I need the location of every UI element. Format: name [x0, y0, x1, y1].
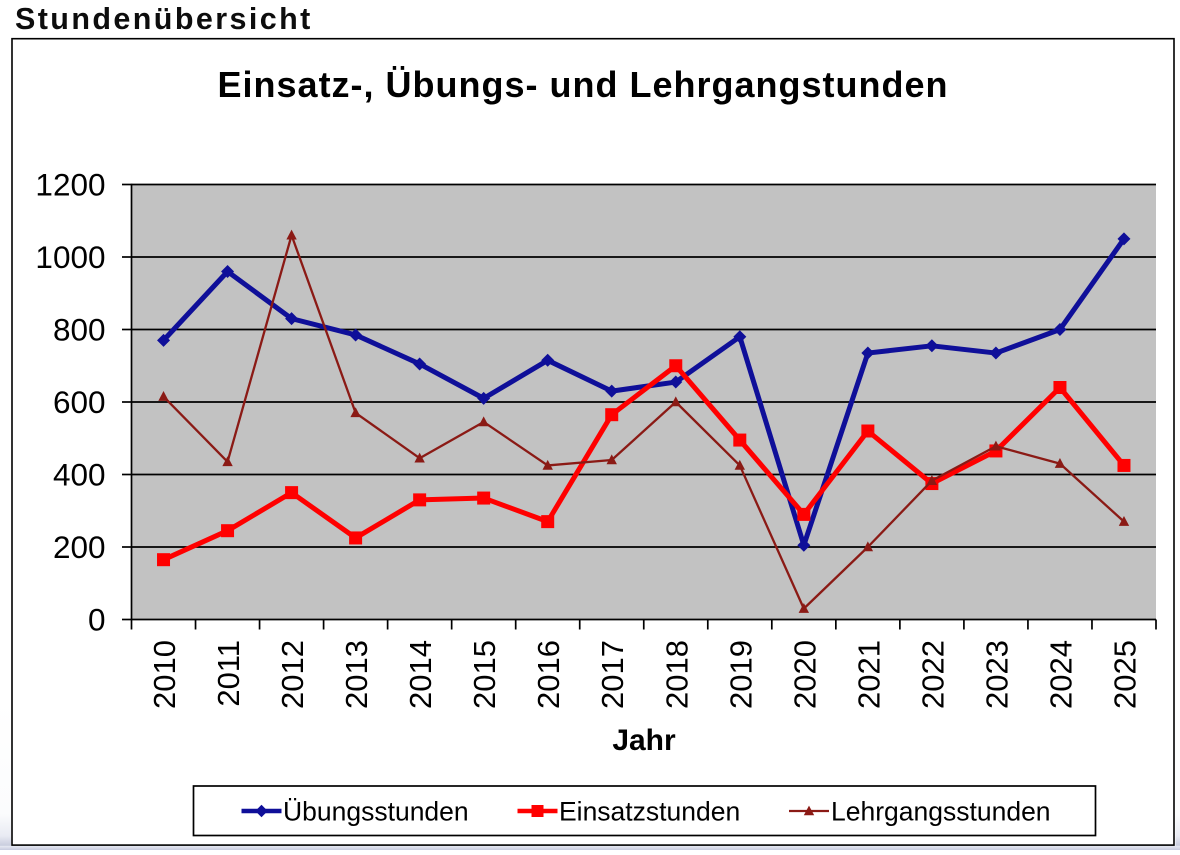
- svg-text:2012: 2012: [275, 640, 310, 709]
- svg-text:2025: 2025: [1107, 640, 1142, 709]
- svg-text:Übungsstunden: Übungsstunden: [283, 797, 469, 827]
- svg-text:2024: 2024: [1043, 640, 1078, 709]
- svg-text:2020: 2020: [787, 640, 822, 709]
- svg-text:Stundenübersicht: Stundenübersicht: [15, 2, 313, 36]
- svg-text:2011: 2011: [211, 640, 246, 707]
- svg-text:Lehrgangsstunden: Lehrgangsstunden: [831, 797, 1051, 827]
- svg-text:2022: 2022: [915, 640, 950, 709]
- svg-text:Jahr: Jahr: [612, 724, 676, 757]
- svg-text:400: 400: [53, 457, 106, 493]
- svg-text:2018: 2018: [659, 640, 694, 709]
- svg-text:2017: 2017: [595, 640, 630, 709]
- svg-text:2019: 2019: [723, 640, 758, 709]
- svg-text:Einsatz-, Übungs- und Lehrgang: Einsatz-, Übungs- und Lehrgangstunden: [218, 64, 949, 105]
- svg-text:800: 800: [53, 312, 106, 348]
- svg-text:2010: 2010: [147, 640, 182, 709]
- svg-text:2023: 2023: [979, 640, 1014, 709]
- svg-text:2013: 2013: [339, 640, 374, 709]
- svg-text:600: 600: [53, 384, 106, 420]
- svg-text:1200: 1200: [35, 167, 105, 203]
- svg-text:2021: 2021: [851, 640, 886, 709]
- svg-text:2016: 2016: [531, 640, 566, 709]
- svg-text:2014: 2014: [403, 640, 438, 709]
- svg-text:0: 0: [88, 602, 106, 638]
- svg-text:2015: 2015: [467, 640, 502, 709]
- svg-text:200: 200: [53, 529, 106, 565]
- svg-text:1000: 1000: [35, 239, 105, 275]
- svg-text:Einsatzstunden: Einsatzstunden: [559, 797, 740, 827]
